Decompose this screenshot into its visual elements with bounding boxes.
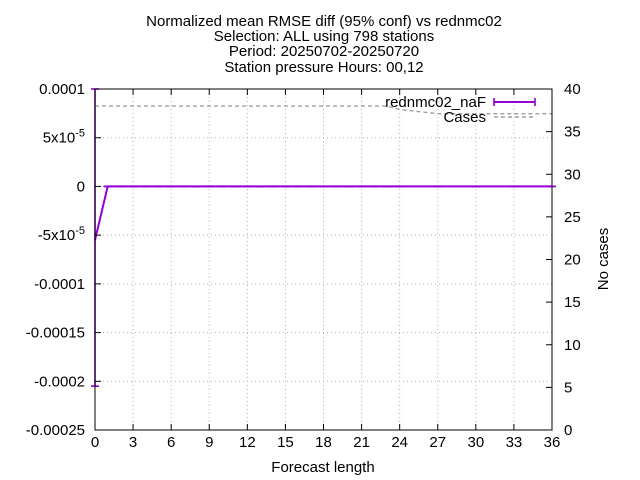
x-tick-label: 21 — [353, 434, 370, 451]
data-point — [208, 185, 211, 188]
data-point — [183, 185, 185, 188]
x-tick-label: 15 — [277, 434, 294, 451]
data-point — [386, 185, 388, 188]
y2-axis-label: No cases — [595, 228, 612, 291]
data-point — [271, 185, 274, 188]
y2-tick-label: 25 — [564, 209, 581, 226]
y2-tick-label: 35 — [564, 124, 581, 141]
y-tick-label: -0.00015 — [26, 325, 85, 342]
legend-label: rednmc02_naF — [385, 94, 486, 111]
y2-tick-label: 30 — [564, 166, 581, 183]
y2-tick-label: 40 — [564, 81, 581, 98]
x-tick-label: 6 — [167, 434, 175, 451]
y2-tick-label: 0 — [564, 422, 572, 439]
x-tick-label: 12 — [239, 434, 256, 451]
data-point — [246, 185, 249, 188]
data-point — [106, 185, 109, 188]
data-point — [259, 185, 261, 188]
data-point — [360, 185, 363, 188]
x-tick-label: 24 — [391, 434, 408, 451]
data-point — [398, 185, 401, 188]
x-tick-label: 33 — [506, 434, 523, 451]
x-tick-label: 0 — [91, 434, 99, 451]
plot-frame — [94, 88, 553, 431]
y2-tick-label: 5 — [564, 379, 572, 396]
chart-title: Normalized mean RMSE diff (95% conf) vs … — [146, 13, 502, 76]
data-point — [348, 185, 350, 188]
title-line-3: Period: 20250702-20250720 — [229, 43, 419, 60]
x-tick-label: 30 — [467, 434, 484, 451]
data-point — [297, 185, 299, 188]
data-point — [195, 185, 198, 188]
axes: 0 3 6 9 12 15 18 21 24 27 30 33 360.00015x10-50-5x10… — [26, 81, 581, 451]
y-tick-label: 0.0001 — [39, 81, 85, 98]
data-point — [475, 185, 477, 188]
grid — [95, 89, 552, 430]
data-point — [513, 185, 515, 188]
y-tick-label: -0.0002 — [34, 373, 85, 390]
series-cases-line — [95, 105, 552, 115]
data-point — [436, 185, 439, 188]
x-tick-label: 18 — [315, 434, 332, 451]
data-point — [284, 185, 287, 188]
title-line-4: Station pressure Hours: 00,12 — [224, 59, 423, 76]
y-tick-label: -5x10-5 — [38, 225, 85, 244]
y-tick-label: 0 — [77, 178, 85, 195]
data-point — [310, 185, 312, 188]
x-tick-label: 9 — [205, 434, 213, 451]
y-tick-exponent: -5 — [75, 128, 85, 140]
x-tick-label: 36 — [544, 434, 561, 451]
x-axis-label: Forecast length — [271, 459, 374, 476]
title-line-1: Normalized mean RMSE diff (95% conf) vs … — [146, 13, 502, 30]
data-point — [322, 185, 325, 188]
data-point — [170, 185, 172, 188]
data-point — [157, 185, 160, 188]
x-tick-label: 3 — [129, 434, 137, 451]
data-point — [233, 185, 236, 188]
y2-tick-label: 10 — [564, 337, 581, 354]
data-point — [144, 185, 147, 188]
y-tick-label: 5x10-5 — [43, 128, 85, 147]
y2-tick-label: 15 — [564, 294, 581, 311]
data-point — [373, 185, 376, 188]
title-line-2: Selection: ALL using 798 stations — [214, 28, 434, 45]
y2-tick-label: 20 — [564, 252, 581, 269]
data-point — [335, 185, 337, 188]
x-tick-label: 27 — [429, 434, 446, 451]
data-point — [132, 185, 134, 188]
y-tick-exponent: -5 — [75, 225, 85, 237]
y-tick-label: -0.0001 — [34, 276, 85, 293]
data-point — [119, 185, 122, 188]
y-tick-label: -0.00025 — [26, 422, 85, 439]
data-point — [221, 185, 223, 188]
legend-label: Cases — [443, 109, 486, 126]
